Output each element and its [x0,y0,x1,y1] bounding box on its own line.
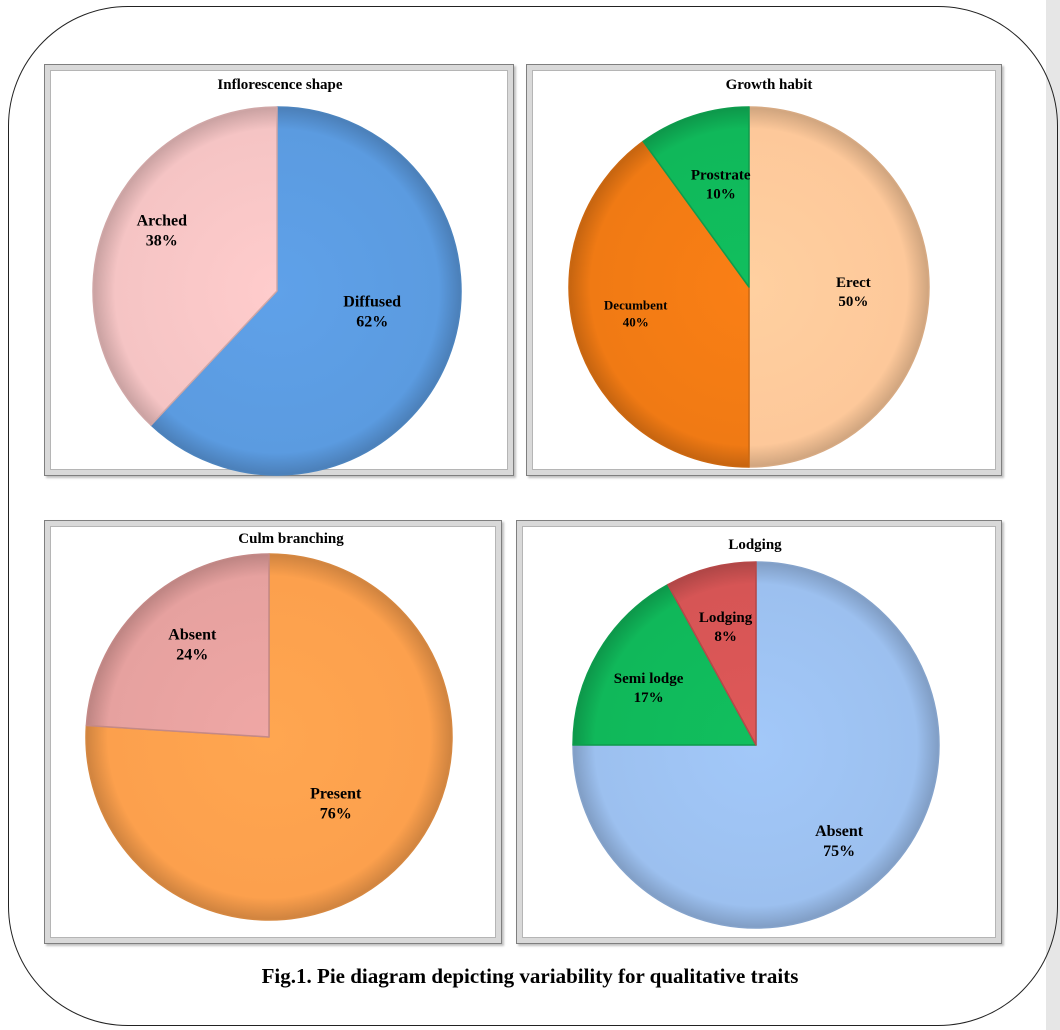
pie-slice-decumbent [568,140,750,468]
slice-value-label: 62% [356,313,388,330]
slice-label: Absent [815,823,864,840]
slice-value-label: 76% [320,805,352,822]
slice-value-label: 17% [634,690,664,706]
pie-slice-arched [92,106,278,426]
pie-slice-erect [748,106,930,468]
slice-label: Decumbent [604,297,668,312]
pie-slice-semi-lodge [572,583,757,746]
slice-value-label: 38% [146,233,178,250]
pie-slice-absent [85,553,270,738]
pie-slice-lodging [667,561,757,746]
chart-title: Growth habit [726,77,813,93]
chart-panel-culm-branching: Culm branching Present 76% Absent 24% [44,520,502,944]
slice-label: Present [310,785,362,802]
page-margin-bar [1046,0,1060,1030]
slice-value-label: 24% [176,647,208,664]
pie-slice-absent [572,561,940,929]
slice-value-label: 8% [714,629,737,645]
slice-value-label: 50% [838,294,868,310]
pie-chart-svg: Lodging Absent 75% Semi lodge 17% Lodging 8% [572,537,940,929]
slice-label: Arched [137,213,187,230]
pie-chart-svg: Culm branching Present 76% Absent 24% [85,531,453,921]
figure-frame [8,6,1058,1026]
chart-title: Inflorescence shape [217,77,342,93]
chart-title: Lodging [728,537,782,553]
slice-value-label: 10% [706,187,736,203]
slice-label: Lodging [699,610,753,626]
slice-label: Prostrate [691,168,751,184]
slice-label: Erect [836,275,871,291]
slice-value-label: 75% [823,843,855,860]
slice-label: Semi lodge [614,671,684,687]
slice-label: Absent [168,627,217,644]
chart-panel-growth-habit: Growth habit Erect 50% Decumbent 40% Prostrat… [526,64,1002,476]
pie-chart-svg: Inflorescence shape Diffused 62% Arched 38% [92,77,462,476]
pie-chart-svg: Growth habit Erect 50% Decumbent 40% Prostrat… [568,77,930,468]
chart-panel-inflorescence-shape: Inflorescence shape Diffused 62% Arched 38% [44,64,514,476]
slice-label: Diffused [343,293,401,310]
chart-panel-lodging: Lodging Absent 75% Semi lodge 17% Lodging 8% [516,520,1002,944]
pie-slice-diffused [150,106,462,476]
slice-value-label: 40% [623,314,649,329]
chart-title: Culm branching [238,531,344,547]
figure-caption: Fig.1. Pie diagram depicting variability… [261,964,799,988]
pie-slice-prostrate [642,106,750,288]
pie-slice-present [85,553,453,921]
